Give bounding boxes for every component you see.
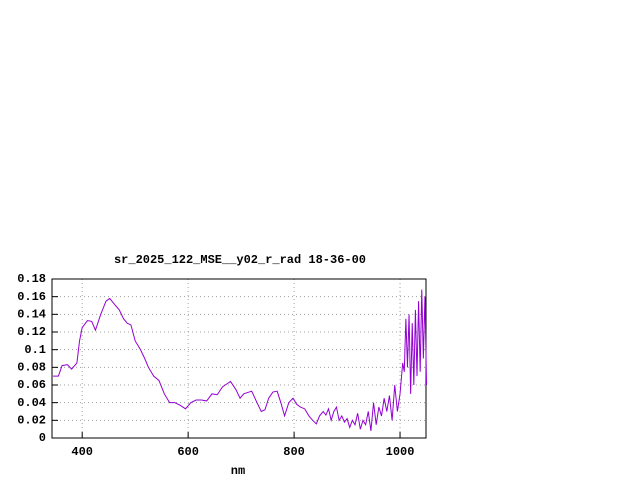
data-line [53, 289, 428, 431]
y-tick-label: 0.04 [17, 396, 46, 410]
x-tick-label: 400 [71, 445, 93, 459]
y-tick-label: 0.16 [17, 290, 46, 304]
y-tick-label: 0.1 [24, 343, 46, 357]
x-tick-label: 1000 [386, 445, 415, 459]
chart-title: sr_2025_122_MSE__y02_r_rad 18-36-00 [114, 253, 366, 267]
y-tick-label: 0.02 [17, 414, 46, 428]
x-tick-label: 800 [283, 445, 305, 459]
y-tick-label: 0.18 [17, 272, 46, 286]
y-tick-label: 0.06 [17, 378, 46, 392]
x-axis-label: nm [231, 464, 245, 478]
y-tick-label: 0.14 [17, 308, 46, 322]
y-tick-label: 0.12 [17, 325, 46, 339]
plot-border [51, 278, 427, 439]
x-tick-label: 600 [177, 445, 199, 459]
y-tick-label: 0.08 [17, 361, 46, 375]
y-tick-label: 0 [39, 431, 46, 445]
